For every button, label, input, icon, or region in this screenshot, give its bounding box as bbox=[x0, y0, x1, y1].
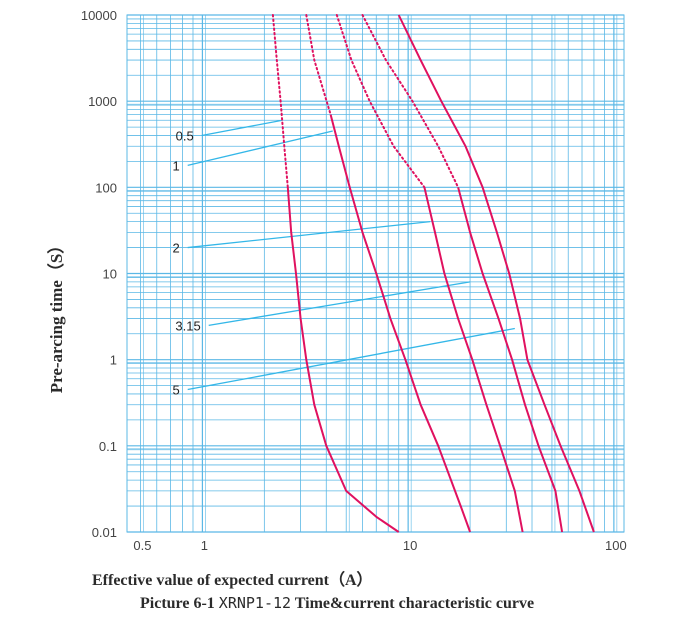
y-tick-label: 10000 bbox=[81, 8, 117, 23]
curves bbox=[271, 14, 595, 533]
plot-frame bbox=[126, 14, 625, 533]
y-tick-label: 1000 bbox=[88, 94, 117, 109]
callout-label: 0.5 bbox=[176, 128, 194, 143]
callout-line bbox=[201, 119, 283, 137]
x-axis-label: Effective value of expected current（A） bbox=[92, 572, 373, 589]
curve-2 bbox=[423, 187, 524, 533]
y-tick-label: 1 bbox=[110, 353, 117, 368]
tick-labels: 10000 1000 100 10 1 0.1 0.01 0.5 1 10 100 bbox=[81, 8, 627, 553]
x-tick-label: 1 bbox=[201, 538, 208, 553]
curve-3.15 bbox=[457, 187, 564, 533]
caption-model: XRNP1-12 bbox=[218, 594, 292, 612]
callout-line bbox=[187, 327, 515, 391]
y-tick-label: 10 bbox=[103, 267, 117, 282]
y-tick-label: 0.1 bbox=[99, 439, 117, 454]
curve-dotted-0.5 bbox=[271, 14, 289, 189]
callout-label: 1 bbox=[172, 158, 179, 173]
curve-1 bbox=[329, 114, 472, 533]
y-tick-label: 100 bbox=[95, 180, 117, 195]
x-tick-label: 0.5 bbox=[133, 538, 151, 553]
curve-dotted-1 bbox=[305, 14, 332, 116]
callout-label: 5 bbox=[172, 383, 179, 398]
callouts: 0.5 1 2 3.15 5 bbox=[172, 119, 515, 398]
curve-dotted-2 bbox=[335, 14, 426, 189]
y-axis-label: Pre-arcing time（S） bbox=[46, 237, 66, 394]
figure-caption: Picture 6-1 XRNP1-12 Time&current charac… bbox=[140, 594, 534, 613]
callout-line bbox=[208, 281, 471, 327]
callout-line bbox=[187, 130, 333, 166]
callout-line bbox=[187, 220, 431, 249]
caption-prefix: Picture 6-1 bbox=[140, 595, 215, 612]
x-tick-label: 100 bbox=[605, 538, 627, 553]
y-tick-label: 0.01 bbox=[92, 525, 117, 540]
callout-label: 3.15 bbox=[175, 318, 200, 333]
callout-label: 2 bbox=[172, 241, 179, 256]
x-tick-label: 10 bbox=[403, 538, 417, 553]
curve-0.5 bbox=[286, 187, 400, 533]
caption-text: Time&current characteristic curve bbox=[294, 595, 535, 612]
curve-5 bbox=[397, 14, 595, 533]
curve-dotted-3.15 bbox=[361, 14, 460, 189]
